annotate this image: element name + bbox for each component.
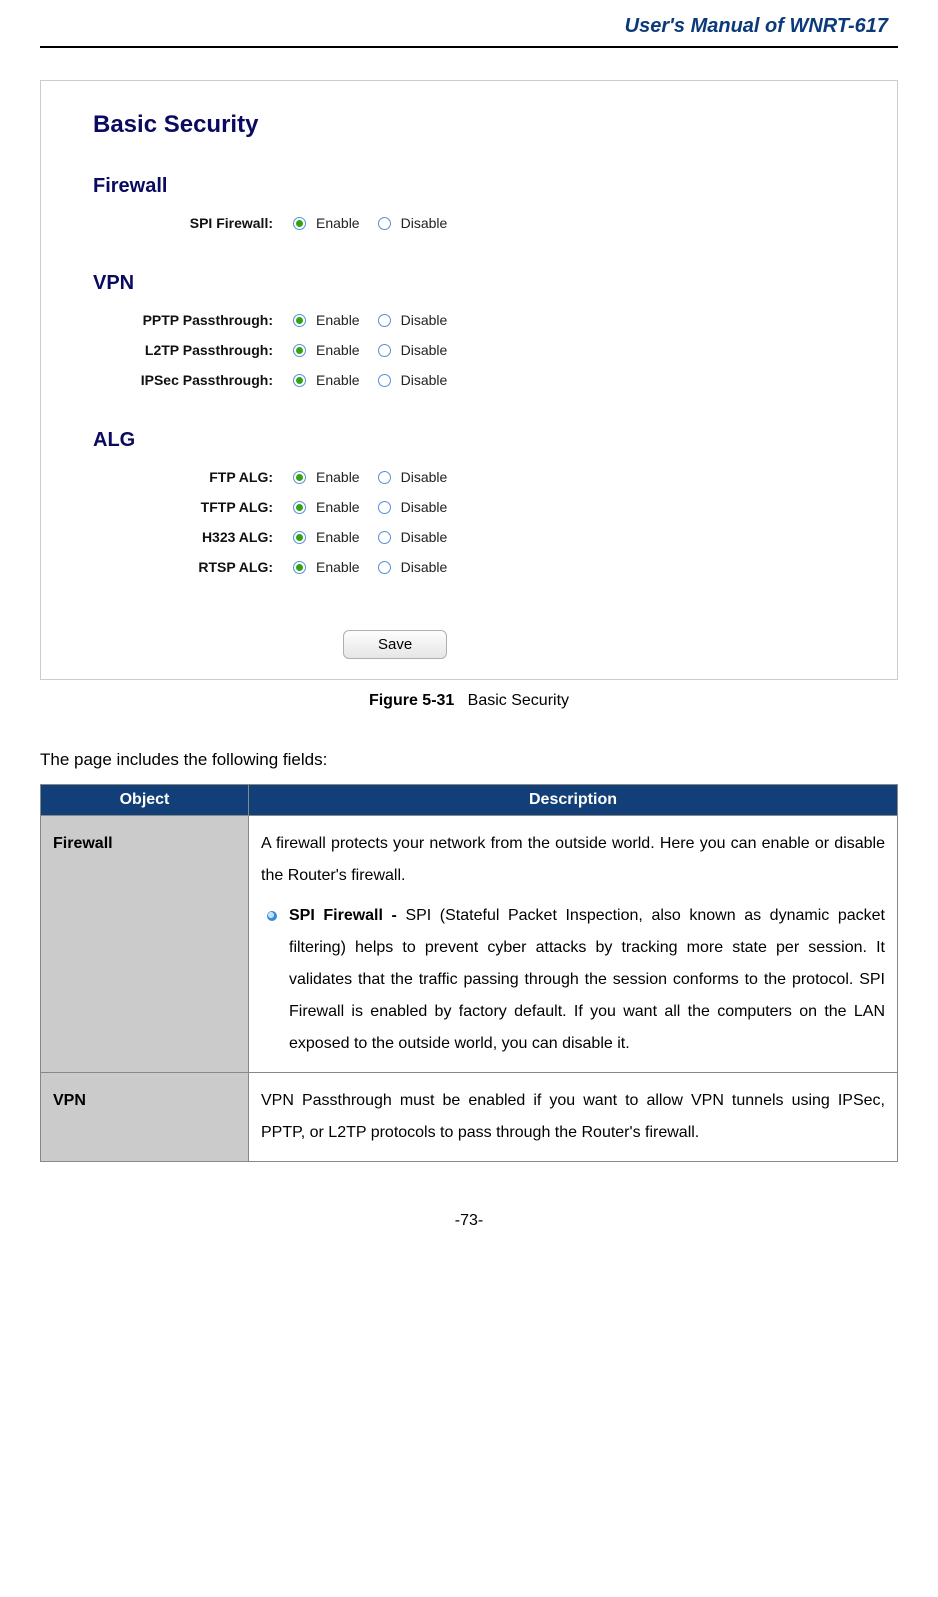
radio-enable-label: Enable bbox=[316, 372, 360, 388]
setting-label: TFTP ALG: bbox=[93, 499, 293, 515]
radio-enable-label: Enable bbox=[316, 499, 360, 515]
radio-disable-label: Disable bbox=[401, 499, 448, 515]
cell-description: A firewall protects your network from th… bbox=[249, 816, 898, 1073]
table-row: VPNVPN Passthrough must be enabled if yo… bbox=[41, 1073, 898, 1162]
figure-caption: Figure 5-31 Basic Security bbox=[40, 692, 898, 710]
setting-row: TFTP ALG: Enable Disable bbox=[93, 492, 867, 522]
radio-disable[interactable] bbox=[378, 344, 391, 357]
radio-disable-label: Disable bbox=[401, 559, 448, 575]
intro-text: The page includes the following fields: bbox=[40, 750, 898, 770]
section-heading: ALG bbox=[93, 429, 867, 452]
figure-text: Basic Security bbox=[468, 692, 569, 709]
radio-enable[interactable] bbox=[293, 531, 306, 544]
description-table: Object Description FirewallA firewall pr… bbox=[40, 784, 898, 1162]
setting-label: SPI Firewall: bbox=[93, 215, 293, 231]
radio-disable-label: Disable bbox=[401, 469, 448, 485]
figure-number: Figure 5-31 bbox=[369, 692, 454, 709]
section-heading: Firewall bbox=[93, 175, 867, 198]
setting-label: H323 ALG: bbox=[93, 529, 293, 545]
radio-enable-label: Enable bbox=[316, 559, 360, 575]
radio-disable-label: Disable bbox=[401, 529, 448, 545]
cell-object: Firewall bbox=[41, 816, 249, 1073]
radio-disable[interactable] bbox=[378, 561, 391, 574]
radio-enable-label: Enable bbox=[316, 342, 360, 358]
setting-row: PPTP Passthrough: Enable Disable bbox=[93, 305, 867, 335]
section-heading: VPN bbox=[93, 272, 867, 295]
radio-enable[interactable] bbox=[293, 217, 306, 230]
radio-disable[interactable] bbox=[378, 374, 391, 387]
radio-enable[interactable] bbox=[293, 471, 306, 484]
setting-row: RTSP ALG: Enable Disable bbox=[93, 552, 867, 582]
radio-enable[interactable] bbox=[293, 314, 306, 327]
setting-label: IPSec Passthrough: bbox=[93, 372, 293, 388]
panel-title: Basic Security bbox=[93, 111, 867, 139]
th-description: Description bbox=[249, 785, 898, 816]
desc-intro: A firewall protects your network from th… bbox=[261, 828, 885, 892]
radio-disable[interactable] bbox=[378, 531, 391, 544]
radio-enable-label: Enable bbox=[316, 312, 360, 328]
cell-object: VPN bbox=[41, 1073, 249, 1162]
setting-row: H323 ALG: Enable Disable bbox=[93, 522, 867, 552]
radio-disable-label: Disable bbox=[401, 372, 448, 388]
setting-label: FTP ALG: bbox=[93, 469, 293, 485]
radio-enable[interactable] bbox=[293, 561, 306, 574]
screenshot-panel: Basic Security Firewall SPI Firewall: Enab… bbox=[40, 80, 898, 680]
radio-disable-label: Disable bbox=[401, 312, 448, 328]
radio-disable-label: Disable bbox=[401, 342, 448, 358]
page-number: -73- bbox=[40, 1212, 898, 1230]
radio-enable[interactable] bbox=[293, 344, 306, 357]
radio-disable[interactable] bbox=[378, 471, 391, 484]
table-row: FirewallA firewall protects your network… bbox=[41, 816, 898, 1073]
setting-row: SPI Firewall: Enable Disable bbox=[93, 208, 867, 238]
bullet-text: SPI Firewall - SPI (Stateful Packet Insp… bbox=[289, 900, 885, 1060]
radio-enable-label: Enable bbox=[316, 529, 360, 545]
setting-label: L2TP Passthrough: bbox=[93, 342, 293, 358]
radio-enable-label: Enable bbox=[316, 215, 360, 231]
desc-intro: VPN Passthrough must be enabled if you w… bbox=[261, 1085, 885, 1149]
radio-disable[interactable] bbox=[378, 314, 391, 327]
radio-disable[interactable] bbox=[378, 217, 391, 230]
radio-enable[interactable] bbox=[293, 374, 306, 387]
setting-row: L2TP Passthrough: Enable Disable bbox=[93, 335, 867, 365]
page-header: User's Manual of WNRT-617 bbox=[40, 0, 898, 48]
radio-enable[interactable] bbox=[293, 501, 306, 514]
setting-row: FTP ALG: Enable Disable bbox=[93, 462, 867, 492]
bullet-icon bbox=[267, 911, 277, 921]
setting-label: RTSP ALG: bbox=[93, 559, 293, 575]
cell-description: VPN Passthrough must be enabled if you w… bbox=[249, 1073, 898, 1162]
th-object: Object bbox=[41, 785, 249, 816]
radio-enable-label: Enable bbox=[316, 469, 360, 485]
setting-label: PPTP Passthrough: bbox=[93, 312, 293, 328]
setting-row: IPSec Passthrough: Enable Disable bbox=[93, 365, 867, 395]
save-button[interactable]: Save bbox=[343, 630, 447, 659]
radio-disable-label: Disable bbox=[401, 215, 448, 231]
radio-disable[interactable] bbox=[378, 501, 391, 514]
